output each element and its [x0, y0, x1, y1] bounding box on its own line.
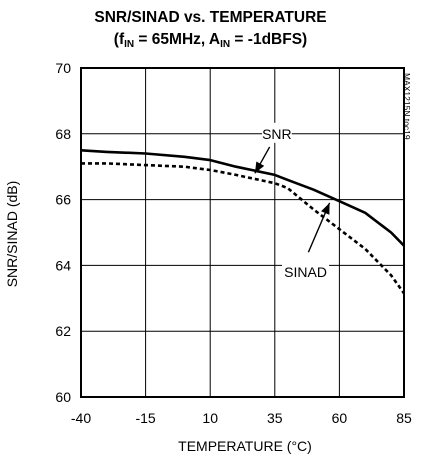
grid-lines	[81, 68, 404, 397]
x-tick-label-2: 10	[202, 410, 218, 426]
y-tick-label-3: 66	[55, 192, 71, 208]
x-tick-label-3: 35	[267, 410, 283, 426]
x-tick-label-0: -40	[71, 410, 91, 426]
subtitle-close: = -1dBFS)	[230, 31, 308, 48]
annotation-label-sinad: SINAD	[284, 264, 327, 280]
tick-labels: -40 -15 10 35 60 85 60 62 64 66 68 70	[55, 60, 412, 426]
subtitle-open: (f	[113, 31, 125, 48]
y-tick-label-1: 62	[55, 323, 71, 339]
series-line-sinad	[81, 162, 406, 295]
y-tick-label-2: 64	[55, 257, 71, 273]
annotation-label-bg-0	[261, 122, 292, 143]
subtitle-f-subscript: IN	[124, 39, 135, 50]
subtitle-a-subscript: IN	[220, 39, 231, 50]
y-tick-label-5: 70	[55, 60, 71, 76]
chart-title: SNR/SINAD vs. TEMPERATURE	[94, 9, 327, 26]
y-tick-label-4: 68	[55, 126, 71, 142]
chart-subtitle: (fIN = 65MHz, AIN = -1dBFS)	[0, 31, 421, 50]
plot-frame	[80, 67, 405, 398]
x-axis-label: TEMPERATURE (°C)	[178, 438, 312, 454]
annotation-label-bg-1	[282, 260, 330, 281]
x-tick-label-4: 60	[332, 410, 348, 426]
x-tick-label-5: 85	[396, 410, 412, 426]
annotation-layer: SNR SINAD	[254, 122, 331, 281]
annotation-label-snr: SNR	[262, 126, 292, 142]
x-tick-label-1: -15	[135, 410, 155, 426]
y-tick-label-0: 60	[55, 389, 71, 405]
watermark-text: MAX1215N toc19	[402, 73, 412, 140]
series-lines	[80, 149, 406, 295]
annotation-arrowhead-0	[254, 161, 265, 174]
annotation-arrowhead-1	[321, 202, 330, 215]
subtitle-mid: = 65MHz, A	[134, 31, 221, 48]
series-line-snr	[80, 149, 405, 247]
y-axis-label: SNR/SINAD (dB)	[4, 181, 20, 288]
